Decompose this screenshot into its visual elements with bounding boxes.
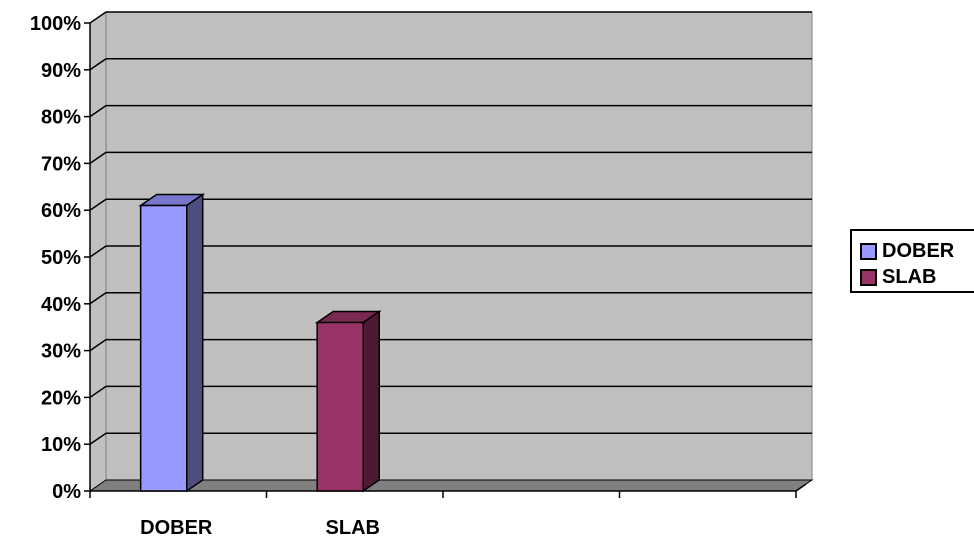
gridline-side [89,292,107,305]
x-category-label: DOBER [140,517,213,539]
x-axis-end [795,483,807,492]
y-tick-label: 0% [52,481,81,503]
gridline-side [89,245,107,258]
legend-item-dober: DOBER [860,240,954,262]
y-tick-label: 40% [41,294,81,316]
y-tick-label: 20% [41,387,81,409]
legend-label-dober: DOBER [882,239,955,262]
gridline-side [89,104,107,118]
y-tick-label: 90% [41,60,81,82]
x-axis-category-labels: DOBER SLAB [140,517,380,539]
legend-label-slab: SLAB [882,265,937,288]
bar-dober [139,204,188,492]
y-tick-label: 80% [41,107,81,129]
bar-slab [316,321,364,492]
y-tick-label: 50% [41,247,81,269]
gridline-side [89,385,107,399]
legend-swatch-slab [860,268,877,286]
y-tick-label: 100% [30,13,81,35]
gridline-side [89,198,107,211]
y-tick-label: 60% [41,200,81,222]
gridline-side [89,432,107,445]
y-tick-label: 10% [41,434,81,456]
bar-side-slab [362,310,380,493]
bar-side-dober [185,193,204,493]
legend-item-slab: SLAB [860,266,936,288]
bars [138,193,382,493]
gridline-side [89,11,107,24]
y-axis-tick-labels: 0% 10% 20% 30% 40% 50% 60% 70% 80% 90% 100% [30,13,81,503]
y-tick-label: 30% [41,341,81,363]
gridlines [89,11,812,445]
gridline-side [89,58,107,71]
axes [84,22,807,498]
gridline-side [89,151,107,165]
legend: DOBER SLAB [850,229,974,293]
legend-swatch-dober [860,242,877,260]
y-tick-label: 70% [41,153,81,175]
x-category-label: SLAB [326,517,380,539]
gridline-side [89,338,107,352]
